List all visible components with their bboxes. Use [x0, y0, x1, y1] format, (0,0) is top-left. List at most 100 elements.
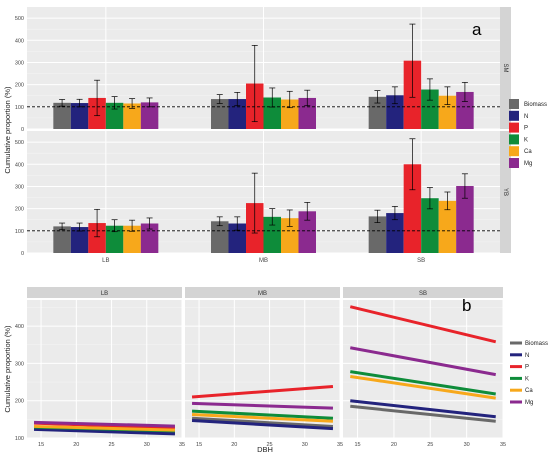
error-bar [426, 78, 433, 101]
legend-label-biomass: Biomass [524, 102, 547, 108]
panel-a-legend: Biomass NPK Ca Mg [509, 99, 547, 168]
bar-biomass-sb [368, 96, 387, 129]
line-n-mb [191, 418, 334, 431]
panel-b-legend: Biomass NPK Ca Mg [510, 341, 548, 406]
legend-label-mg: Mg [524, 161, 532, 167]
facet-label-sm: SM [502, 64, 508, 73]
facet-strip-lb [27, 287, 182, 298]
error-bar [59, 222, 66, 231]
panel-a-y-axis-label: Cumulative proportion (%) [3, 86, 12, 174]
y-tick-label: 100 [15, 105, 24, 111]
error-bar [94, 208, 101, 238]
legend-label-ca: Ca [524, 149, 532, 155]
error-bar [444, 191, 451, 211]
error-bar [409, 23, 416, 98]
line-biomass-sb [350, 404, 496, 423]
line-n-sb [350, 399, 496, 419]
line-mg-mb [191, 401, 334, 410]
panel-b-lb-plot-background [27, 300, 182, 438]
facet-strip-sm [500, 7, 511, 129]
facet-strip-mb [185, 287, 340, 298]
legend-label-k: K [525, 376, 529, 382]
bar-ca-lb [123, 103, 141, 129]
error-bar [461, 82, 468, 102]
panel-a: SM YB 0 100 200 300 400 500 0 100 200 300 400 500 L… [3, 7, 547, 264]
y-tick-label: 500 [15, 140, 24, 146]
line-ca-lb [34, 424, 175, 432]
y-tick-label: 200 [15, 399, 24, 405]
legend-label-p: P [525, 365, 529, 371]
bar-k-sb [421, 89, 439, 129]
legend-key-k [509, 134, 519, 145]
error-bar [426, 187, 433, 210]
error-bar [374, 90, 381, 104]
bar-n-sb [386, 95, 404, 129]
error-bar [94, 79, 101, 117]
x-tick-label: 15 [354, 442, 360, 448]
line-mg-sb [350, 346, 496, 377]
x-tick-label: 15 [38, 442, 44, 448]
bar-biomass-mb [211, 221, 229, 253]
x-tick-label: 20 [231, 442, 237, 448]
y-tick-label: 100 [15, 436, 24, 442]
bar-ca-mb [281, 218, 299, 253]
error-bar [304, 202, 311, 221]
bar-mg-sb [456, 186, 474, 253]
line-mg-lb [34, 420, 175, 428]
x-tick-label: MB [259, 258, 268, 264]
panel-a-y-tick-labels: 0 100 200 300 400 500 0 100 200 300 400 500 [15, 16, 24, 257]
line-n-lb [33, 427, 176, 436]
error-bar [391, 86, 398, 105]
error-bar [234, 216, 241, 231]
panel-a-x-tick-labels: LB MB SB [102, 258, 425, 264]
x-tick-label: 35 [500, 442, 506, 448]
legend-label-biomass: Biomass [525, 341, 548, 347]
x-tick-label: LB [102, 258, 109, 264]
legend-key-p [509, 122, 519, 133]
x-tick-label: 25 [108, 442, 114, 448]
panel-b-lines [33, 305, 497, 436]
panel-b-x-axis-label: DBH [257, 445, 273, 454]
bar-ca-sb [438, 200, 457, 253]
x-tick-label: 35 [179, 442, 185, 448]
bar-k-mb [263, 97, 281, 129]
y-tick-label: 300 [15, 361, 24, 367]
panel-b-x-tick-labels: 15 20 25 30 35 15 20 25 30 35 15 20 25 30 35 [38, 442, 506, 448]
legend-label-ca: Ca [525, 388, 533, 394]
error-bar [129, 219, 136, 232]
y-tick-label: 400 [15, 162, 24, 168]
bar-n-lb [70, 227, 89, 253]
error-bar [146, 217, 153, 230]
bar-biomass-sb [368, 216, 387, 253]
line-ca-mb [191, 413, 334, 423]
y-tick-label: 100 [15, 229, 24, 235]
bar-mg-lb [140, 102, 159, 129]
panel-b-y-tick-labels: 100 200 300 400 [15, 324, 24, 442]
legend-key-ca [509, 146, 519, 157]
bar-mg-sb [456, 91, 474, 129]
bar-biomass-lb [53, 226, 71, 253]
legend-label-k: K [524, 137, 528, 143]
bar-mg-mb [298, 211, 316, 253]
y-tick-label: 0 [21, 127, 24, 133]
error-bar [234, 92, 241, 107]
bar-n-sb [386, 213, 404, 253]
bar-mg-mb [298, 97, 316, 129]
facet-label-lb: LB [101, 291, 108, 297]
panel-b-letter: b [462, 296, 471, 315]
panel-a-yb-bars [27, 138, 500, 253]
legend-key-biomass [509, 99, 519, 109]
line-k-mb [191, 409, 334, 420]
x-tick-label: 20 [391, 442, 397, 448]
facet-label-mb: MB [258, 291, 267, 297]
panel-b-sb-plot-background [343, 300, 503, 438]
bar-ca-lb [123, 225, 141, 253]
line-p-mb [191, 385, 334, 399]
facet-label-yb: YB [502, 188, 508, 196]
y-tick-label: 200 [15, 83, 24, 89]
y-tick-label: 400 [15, 38, 24, 44]
bar-biomass-lb [53, 102, 71, 129]
bar-n-lb [70, 103, 89, 129]
error-bar [391, 206, 398, 221]
